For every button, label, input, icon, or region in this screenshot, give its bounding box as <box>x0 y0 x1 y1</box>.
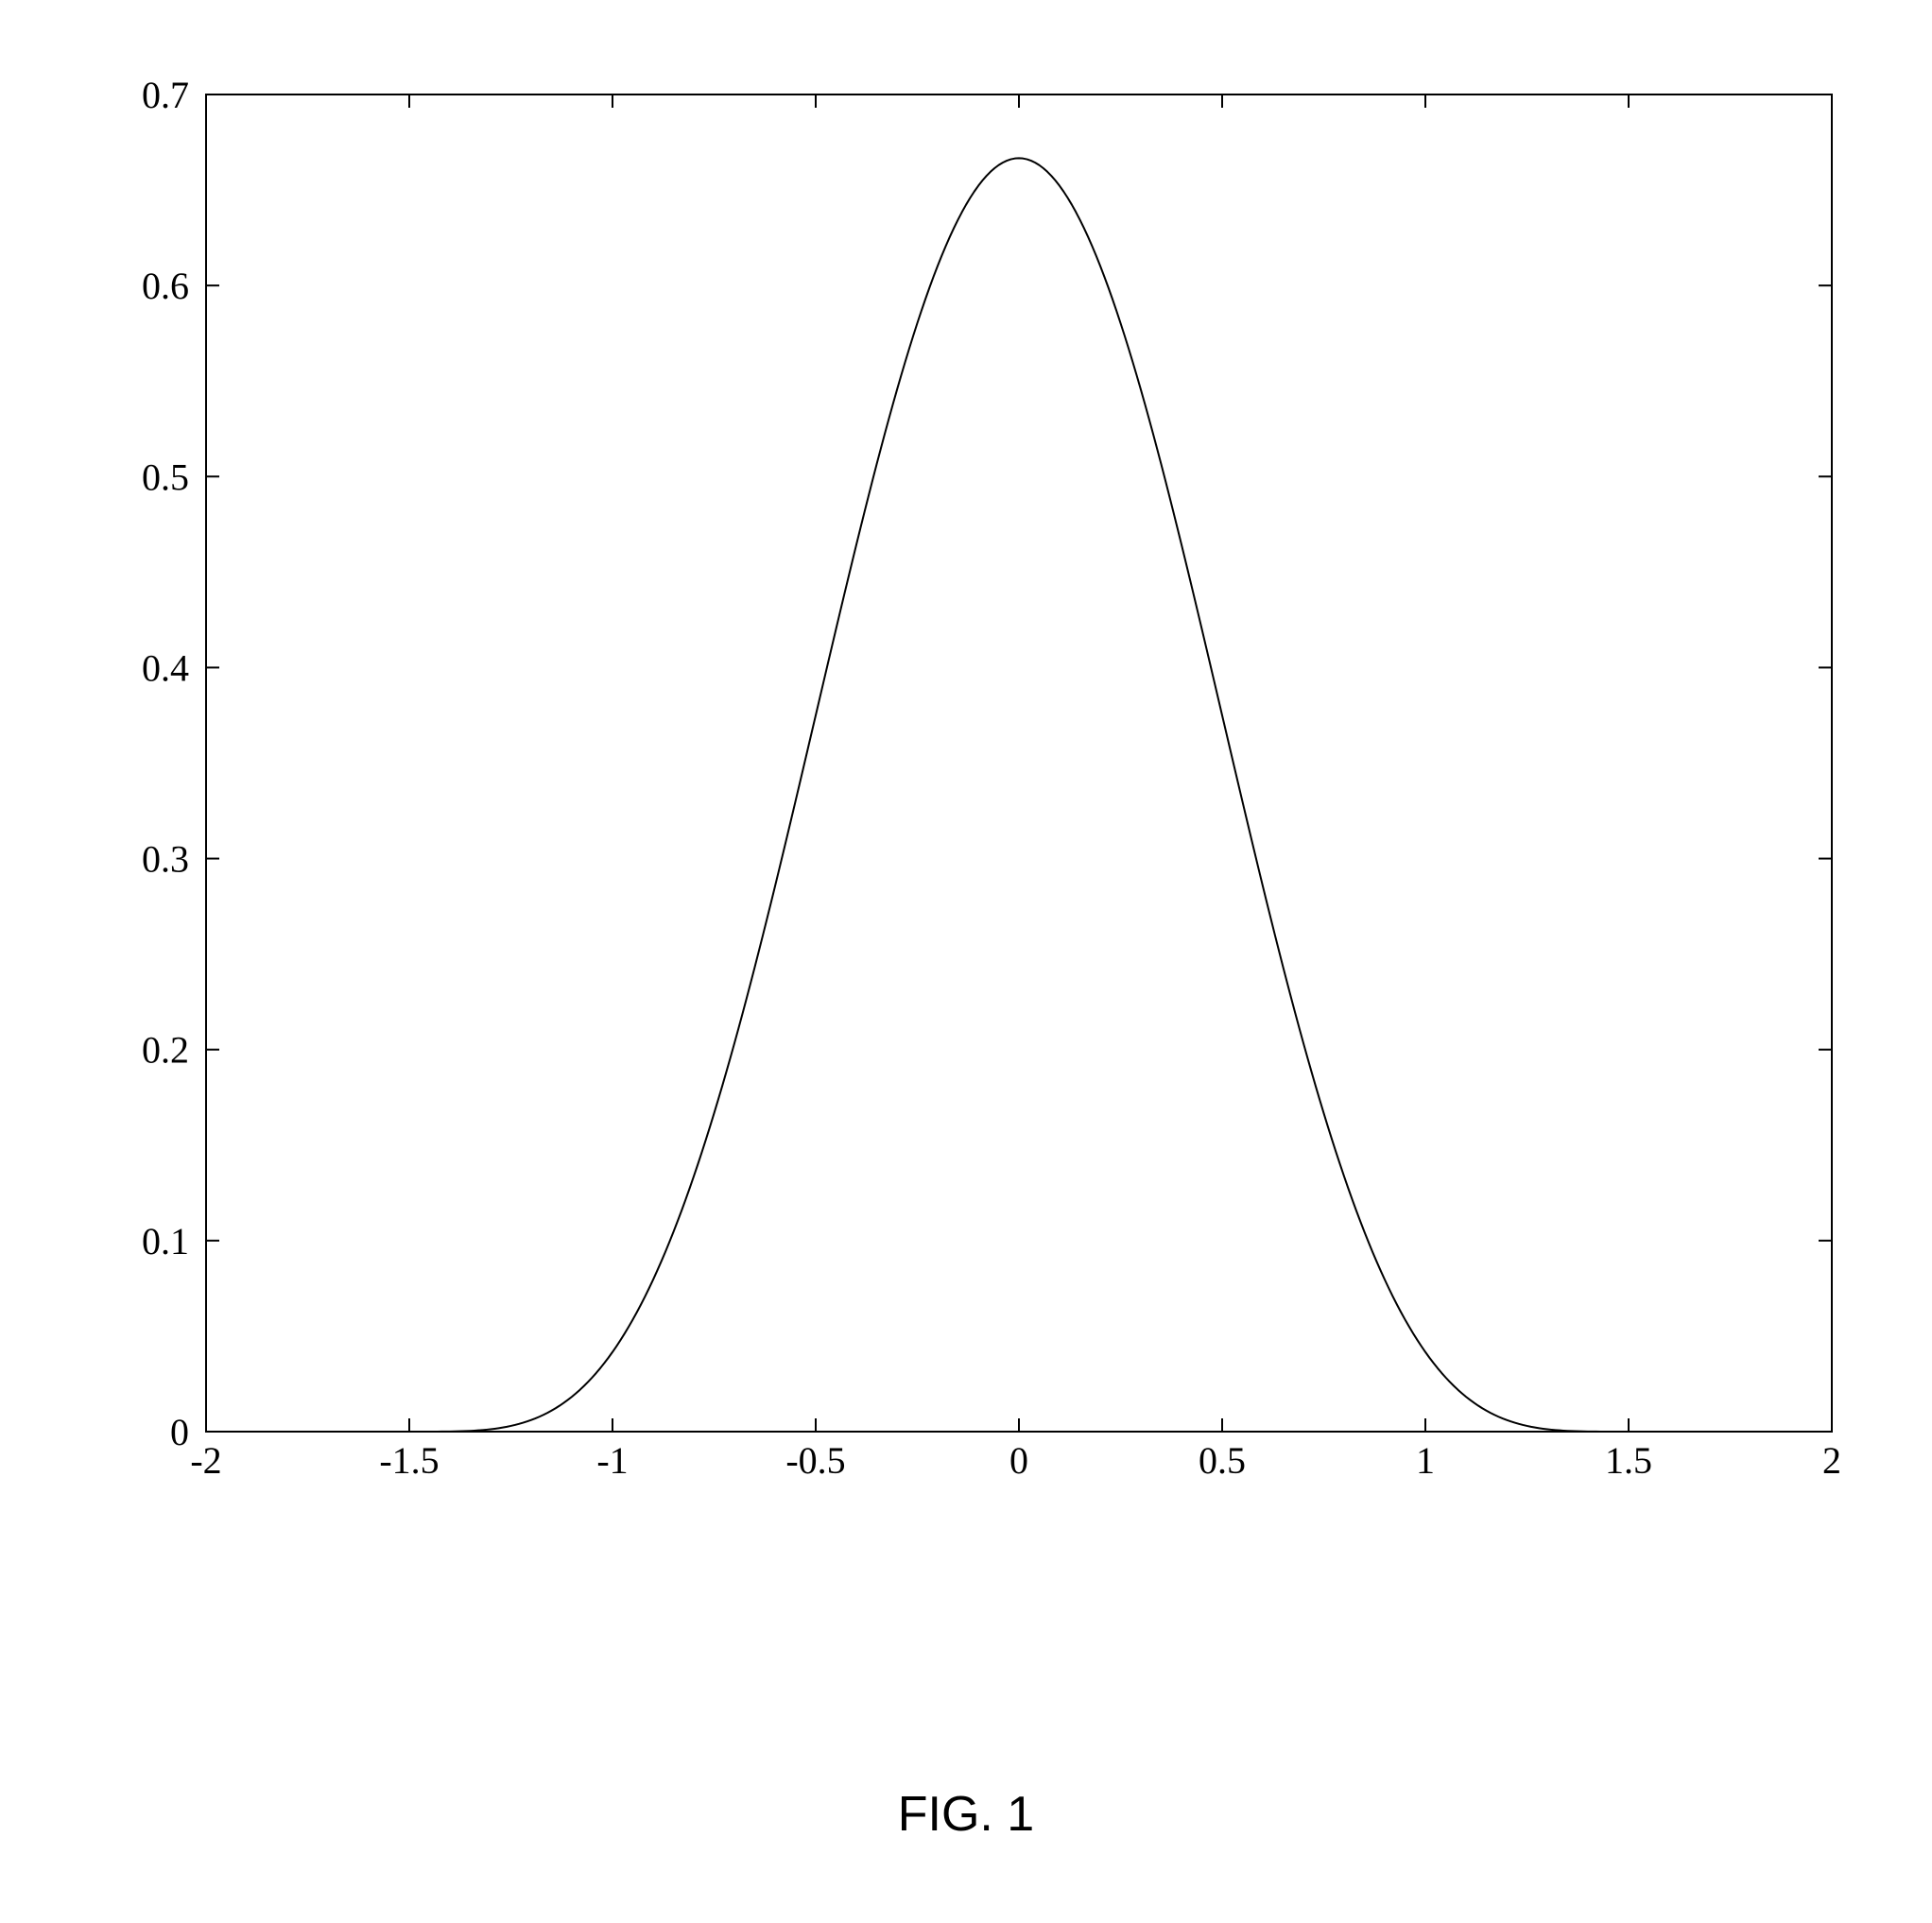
chart-svg: -2 -1.5 -1 -0.5 0 0.5 1 1.5 2 0 0.1 0.2 0.3 0.4 0.5 0.6… <box>0 0 1932 1923</box>
y-tick-label: 0.2 <box>142 1029 189 1072</box>
y-tick-label: 0.5 <box>142 455 189 498</box>
x-tick-label: 2 <box>1822 1439 1841 1482</box>
x-tick-label: 0.5 <box>1199 1439 1246 1482</box>
x-tick-label: 0 <box>1009 1439 1028 1482</box>
y-tick-label: 0.6 <box>142 265 189 307</box>
plot-background <box>206 94 1832 1432</box>
figure-container: -2 -1.5 -1 -0.5 0 0.5 1 1.5 2 0 0.1 0.2 0.3 0.4 0.5 0.6… <box>0 0 1932 1923</box>
x-tick-label: 1 <box>1416 1439 1435 1482</box>
y-tick-label: 0.1 <box>142 1220 189 1262</box>
y-tick-label: 0 <box>170 1411 189 1453</box>
x-tick-label: -2 <box>190 1439 221 1482</box>
y-tick-label: 0.7 <box>142 74 189 116</box>
x-tick-label: -1 <box>596 1439 628 1482</box>
x-tick-label: 1.5 <box>1605 1439 1652 1482</box>
figure-caption: FIG. 1 <box>0 1786 1932 1843</box>
x-tick-label: -1.5 <box>379 1439 439 1482</box>
y-tick-label: 0.4 <box>142 646 189 689</box>
x-tick-label: -0.5 <box>785 1439 845 1482</box>
y-tick-label: 0.3 <box>142 838 189 881</box>
